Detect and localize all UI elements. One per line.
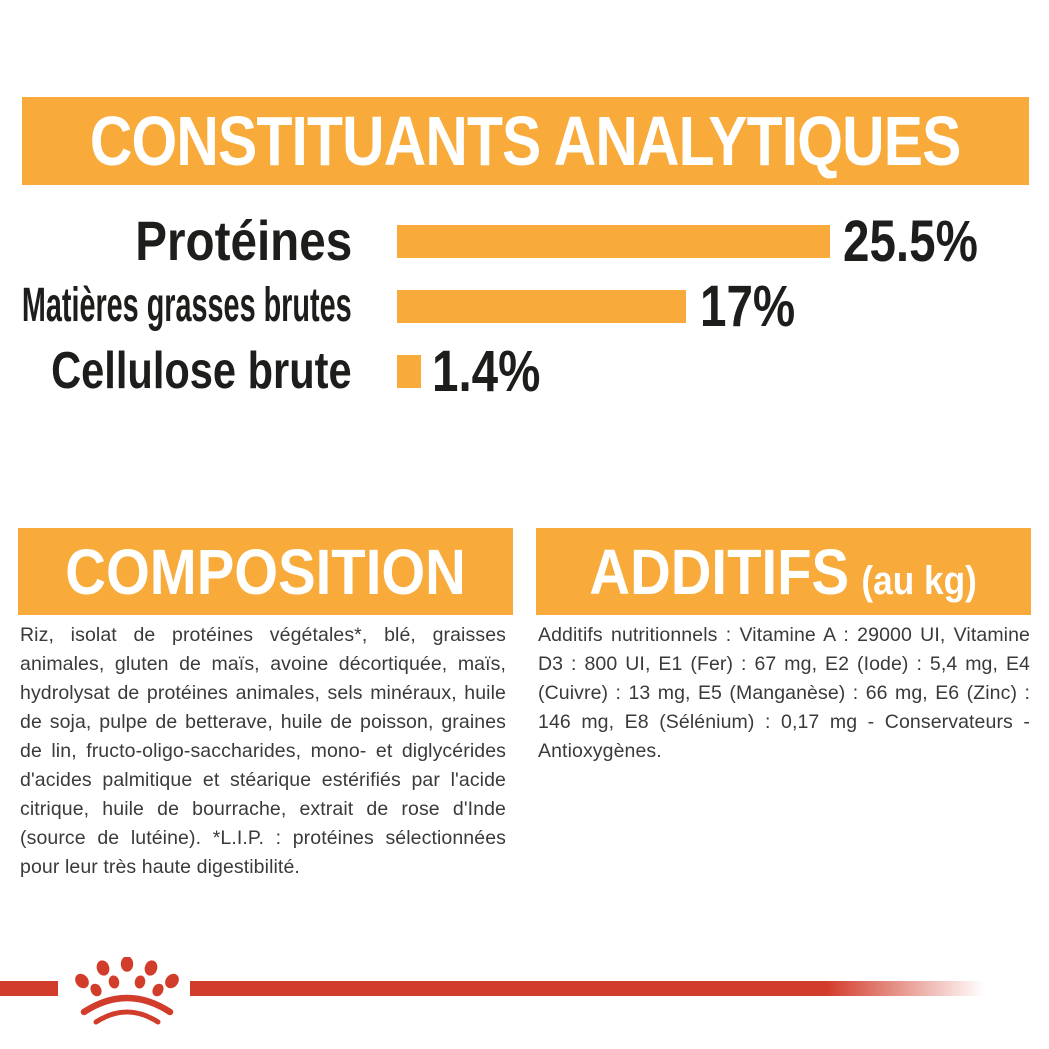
composition-banner: COMPOSITION (18, 528, 513, 615)
page-title: CONSTITUANTS ANALYTIQUES (90, 102, 961, 180)
additifs-title: ADDITIFS (589, 535, 850, 608)
bar-label-matieres-grasses: Matières grasses brutes (22, 279, 352, 332)
bar-matieres-grasses (397, 290, 686, 323)
additifs-body: Additifs nutritionnels : Vitamine A : 29… (538, 624, 1030, 762)
bar-label-proteines: Protéines (135, 209, 352, 272)
bar-label-cellulose: Cellulose brute (51, 342, 352, 400)
bar-proteines (397, 225, 830, 258)
bar-cellulose (397, 355, 421, 388)
royal-canin-crown-icon (75, 957, 179, 1025)
footer-rule-right-segment (190, 981, 985, 996)
footer-rule-left-segment (0, 981, 58, 996)
composition-body: Riz, isolat de protéines végétales*, blé… (20, 624, 506, 878)
header-banner: CONSTITUANTS ANALYTIQUES (22, 97, 1029, 185)
additifs-subtitle: (au kg) (861, 558, 978, 603)
additifs-title-group: ADDITIFS (au kg) (590, 535, 977, 609)
bar-value-cellulose: 1.4% (432, 339, 541, 404)
additifs-banner: ADDITIFS (au kg) (536, 528, 1031, 615)
composition-title: COMPOSITION (65, 535, 466, 608)
bar-value-matieres-grasses: 17% (700, 274, 796, 339)
bar-value-proteines: 25.5% (843, 209, 978, 274)
